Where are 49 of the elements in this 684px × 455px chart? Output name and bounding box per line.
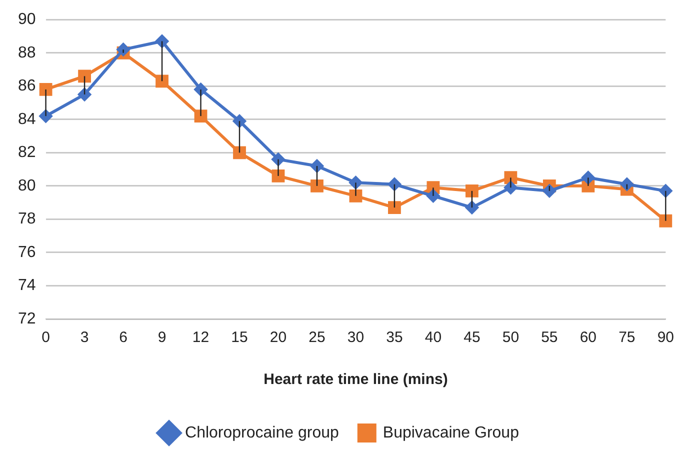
x-tick-label: 90 <box>657 329 674 346</box>
x-tick-label: 75 <box>618 329 636 346</box>
x-tick-label: 12 <box>192 329 210 346</box>
x-tick-label: 50 <box>502 329 520 346</box>
x-tick-label: 45 <box>464 329 480 346</box>
y-tick-label: 80 <box>18 177 36 194</box>
y-tick-label: 72 <box>18 310 36 328</box>
x-tick-label: 30 <box>347 329 364 346</box>
point <box>349 189 362 202</box>
legend-label: Chloroprocaine group <box>185 424 339 442</box>
y-tick-label: 82 <box>18 144 36 162</box>
x-tick-label: 15 <box>231 329 248 346</box>
point <box>466 184 478 198</box>
point <box>78 88 92 101</box>
x-tick-label: 20 <box>270 329 287 346</box>
y-tick-label: 84 <box>18 110 36 128</box>
x-tick-label: 25 <box>308 329 326 346</box>
x-axis-title: Heart rate time line (mins) <box>264 371 448 388</box>
y-tick-label: 76 <box>18 244 36 261</box>
point <box>233 146 246 160</box>
point <box>233 114 246 128</box>
y-tick-label: 90 <box>18 11 36 28</box>
point <box>620 178 634 191</box>
point <box>310 179 324 192</box>
point <box>310 159 324 172</box>
legend-label: Bupivacaine Group <box>382 424 520 442</box>
point <box>388 178 401 191</box>
point <box>156 34 169 48</box>
x-tick-label: 6 <box>119 329 128 346</box>
point <box>542 184 556 198</box>
x-tick-label: 3 <box>80 329 89 346</box>
point <box>465 201 478 214</box>
point <box>39 83 52 96</box>
x-tick-label: 60 <box>580 329 597 346</box>
x-tick-label: 9 <box>158 329 166 346</box>
point <box>388 201 401 214</box>
y-tick-label: 74 <box>18 277 36 294</box>
x-tick-label: 35 <box>386 329 403 346</box>
point <box>194 110 208 123</box>
y-tick-label: 78 <box>18 210 36 228</box>
x-tick-label: 40 <box>424 329 442 346</box>
point <box>659 214 672 228</box>
point <box>156 74 168 88</box>
point <box>504 171 518 184</box>
point <box>78 70 91 83</box>
x-tick-label: 55 <box>541 329 558 346</box>
y-tick-label: 88 <box>18 44 36 62</box>
y-tick-label: 86 <box>18 78 36 95</box>
x-tick-label: 0 <box>42 329 50 346</box>
